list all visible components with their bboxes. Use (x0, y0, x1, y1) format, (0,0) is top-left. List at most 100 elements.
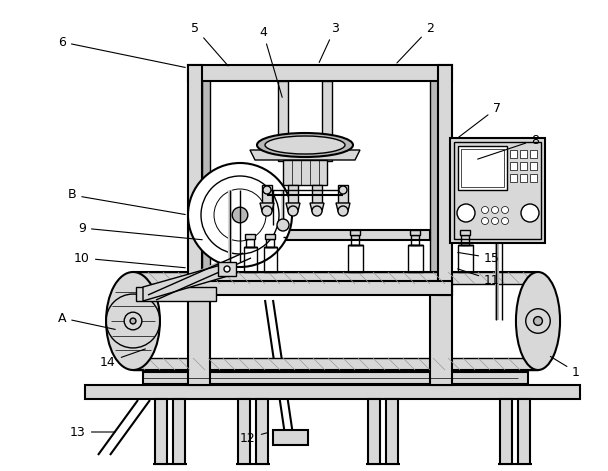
Bar (275, 140, 291, 148)
Text: 8: 8 (478, 133, 539, 159)
Polygon shape (250, 150, 360, 160)
Circle shape (491, 218, 499, 225)
Circle shape (130, 318, 136, 324)
Text: 3: 3 (319, 22, 339, 63)
Text: 7: 7 (457, 101, 501, 138)
Polygon shape (336, 203, 350, 211)
Bar (450, 138, 545, 243)
Circle shape (232, 207, 248, 223)
Bar (246, 239, 254, 247)
Bar (520, 174, 527, 182)
Circle shape (339, 186, 347, 194)
Bar (454, 142, 541, 239)
Bar (238, 399, 250, 464)
Bar (210, 230, 430, 240)
Bar (530, 150, 537, 158)
Bar (430, 281, 452, 385)
Bar (188, 281, 452, 295)
Circle shape (224, 266, 230, 272)
Bar (218, 262, 236, 276)
Polygon shape (310, 203, 324, 211)
Circle shape (502, 218, 508, 225)
Bar (461, 236, 469, 245)
Bar (143, 387, 528, 395)
Bar (202, 65, 210, 295)
Circle shape (312, 206, 322, 216)
Circle shape (482, 218, 488, 225)
Bar (411, 236, 419, 245)
Polygon shape (260, 203, 274, 211)
Bar (173, 399, 185, 464)
Bar (256, 399, 268, 464)
Bar (266, 239, 274, 247)
Text: 11: 11 (458, 269, 500, 286)
Bar (263, 247, 277, 272)
Bar (520, 150, 527, 158)
Text: 10: 10 (74, 252, 185, 268)
Bar (518, 399, 530, 464)
Ellipse shape (106, 272, 160, 370)
Bar (438, 65, 452, 295)
Bar (350, 230, 360, 236)
Text: 15: 15 (458, 252, 500, 265)
Circle shape (338, 206, 348, 216)
Bar (85, 385, 580, 399)
Polygon shape (143, 263, 228, 301)
Bar (386, 399, 398, 464)
Circle shape (521, 204, 539, 222)
Bar (322, 81, 332, 161)
Bar (348, 245, 362, 272)
Bar (188, 281, 210, 385)
Text: 4: 4 (259, 25, 282, 97)
Bar (457, 245, 472, 272)
Text: 12: 12 (240, 431, 268, 445)
Bar (460, 230, 470, 236)
Bar (520, 162, 527, 170)
Circle shape (491, 206, 499, 213)
Circle shape (502, 206, 508, 213)
Text: A: A (58, 311, 116, 329)
Circle shape (288, 206, 298, 216)
Bar (266, 234, 275, 239)
Bar (288, 185, 298, 203)
Bar (155, 399, 167, 464)
Circle shape (457, 204, 475, 222)
Text: 13: 13 (70, 425, 116, 439)
Bar (530, 162, 537, 170)
Text: 2: 2 (397, 22, 434, 63)
Bar (510, 174, 517, 182)
Bar (510, 150, 517, 158)
Bar (410, 230, 420, 236)
Bar (312, 185, 322, 203)
Bar (188, 65, 202, 295)
Bar (407, 245, 423, 272)
Ellipse shape (257, 133, 353, 157)
Bar (368, 399, 380, 464)
Bar (338, 185, 348, 203)
Bar (351, 236, 359, 245)
Bar (458, 146, 508, 190)
Text: 9: 9 (78, 221, 202, 240)
Ellipse shape (516, 272, 560, 370)
Text: 6: 6 (58, 35, 185, 67)
Text: B: B (67, 188, 185, 214)
Text: 5: 5 (191, 22, 228, 66)
Bar (143, 372, 528, 384)
Bar (243, 247, 257, 272)
Bar (461, 149, 505, 187)
Ellipse shape (265, 136, 345, 154)
Bar (278, 81, 288, 161)
Circle shape (124, 312, 142, 330)
Bar (246, 234, 255, 239)
Polygon shape (133, 272, 538, 284)
Text: 14: 14 (100, 349, 145, 368)
Circle shape (263, 186, 271, 194)
Text: 1: 1 (550, 357, 580, 379)
Bar (319, 140, 335, 148)
Circle shape (277, 219, 289, 231)
Circle shape (534, 317, 542, 325)
Bar (430, 65, 438, 295)
Bar (283, 160, 327, 185)
Bar (262, 185, 272, 203)
Circle shape (262, 206, 272, 216)
